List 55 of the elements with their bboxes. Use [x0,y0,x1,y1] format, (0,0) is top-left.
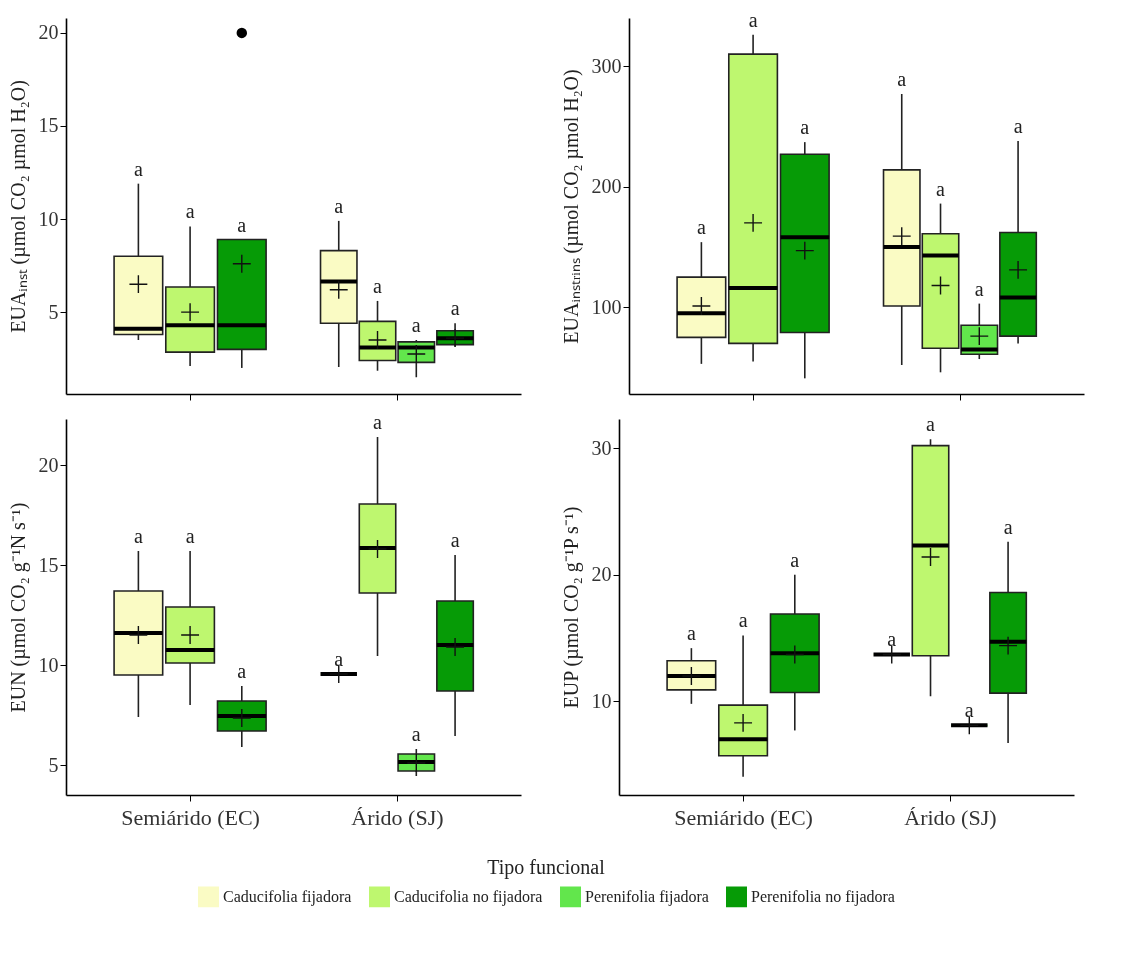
annotation: a [133,157,143,180]
annotation: a [411,723,421,745]
annotation: a [964,699,974,722]
annotation: a [334,648,344,670]
annotation: a [748,8,758,31]
annotation: a [237,660,247,682]
y-tick-label: 10 [38,653,59,676]
annotation: a [1003,515,1013,538]
y-axis-title: EUN (µmol CO₂ g⁻¹N s⁻¹) [6,502,30,713]
y-tick-label: 20 [591,563,612,586]
legend-label: Perenifolia fijadora [585,887,709,906]
y-tick-label: 10 [38,207,59,230]
annotation: a [373,274,383,297]
y-tick-label: 200 [591,175,622,198]
annotation: a [790,548,800,571]
annotation: a [185,200,195,223]
y-axis-title: EUAᵢₙₛₜᵣᵢₙₛ (µmol CO₂ µmol H₂O) [559,69,583,344]
y-axis-title: EUAᵢₙₛₜ (µmol CO₂ µmol H₂O) [6,80,30,333]
legend-label: Perenifolia no fijadora [751,887,895,906]
annotation: a [133,525,143,547]
x-tick-label: Semiárido (EC) [674,804,813,830]
y-tick-label: 5 [48,753,59,776]
annotation: a [373,411,383,433]
annotation: a [897,67,907,90]
annotation: a [936,177,946,200]
annotation: a [411,314,421,337]
annotation: a [1013,114,1023,137]
annotation: a [450,297,460,320]
y-tick-label: 10 [591,689,612,712]
annotation: a [696,216,706,239]
annotation: a [450,529,460,551]
x-tick-label: Árido (SJ) [351,804,444,830]
y-tick-label: 15 [38,114,59,137]
x-tick-label: Árido (SJ) [904,804,997,830]
annotation: a [800,116,810,139]
y-axis-title: EUP (µmol CO₂ g⁻¹P s⁻¹) [559,506,583,709]
annotation: a [686,622,696,645]
y-tick-label: 30 [591,436,612,459]
legend-label: Caducifolia no fijadora [394,887,543,906]
y-tick-label: 300 [591,54,622,77]
annotation: a [974,277,984,300]
y-tick-label: 20 [38,453,59,476]
legend-title: Tipo funcional [487,856,606,879]
x-tick-label: Semiárido (EC) [121,804,260,830]
annotation: a [334,194,344,217]
y-tick-label: 20 [38,21,59,44]
annotation: a [738,609,748,632]
annotation: a [237,213,247,236]
annotation: a [185,525,195,547]
y-tick-label: 15 [38,553,59,576]
y-tick-label: 100 [591,295,622,318]
annotation: a [887,628,897,651]
y-tick-label: 5 [48,300,59,323]
legend-label: Caducifolia fijadora [223,887,352,906]
annotation: a [926,413,936,436]
